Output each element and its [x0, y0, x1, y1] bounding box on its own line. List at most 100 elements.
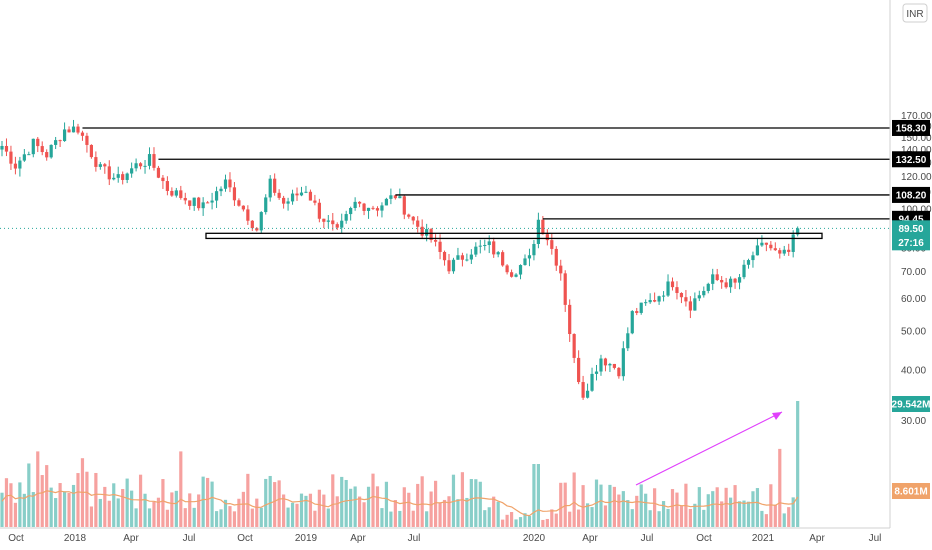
candle-body: [407, 214, 411, 217]
candle-body: [791, 234, 795, 252]
volume-bar: [697, 487, 701, 527]
volume-bar: [746, 501, 751, 527]
candle-body: [577, 357, 581, 383]
volume-pane: [0, 401, 800, 527]
x-tick-label: Oct: [696, 533, 712, 544]
candle-body: [366, 207, 371, 211]
volume-bar: [40, 475, 44, 527]
volume-bar: [98, 498, 102, 527]
candle-body: [746, 260, 751, 265]
volume-bar: [214, 511, 219, 527]
volume-bar: [715, 487, 719, 527]
volume-bar: [156, 497, 161, 527]
currency-badge[interactable]: [902, 3, 928, 23]
candle-body: [349, 208, 353, 215]
candle-body: [465, 259, 469, 261]
candle-body: [416, 220, 420, 227]
volume-bar: [264, 478, 268, 527]
volume-bar: [317, 489, 321, 527]
candle-body: [219, 188, 223, 192]
annotations: [0, 127, 890, 486]
volume-bar: [523, 513, 527, 527]
volume-bar: [661, 501, 666, 527]
volume-bar: [188, 493, 192, 527]
volume-bar: [791, 497, 795, 527]
last-price-label: 89.50: [898, 224, 923, 235]
volume-bar: [581, 485, 585, 527]
volume-bar: [433, 480, 438, 527]
volume-bar: [206, 477, 210, 527]
candle-body: [165, 181, 169, 191]
price-axis[interactable]: INR 170.00160.00150.00140.00130.00120.00…: [889, 0, 932, 528]
candle-body: [40, 146, 44, 153]
volume-bar: [54, 498, 58, 527]
candle-body: [648, 300, 652, 303]
x-tick-label: Apr: [350, 533, 366, 544]
volume-bar: [58, 483, 62, 527]
volume-bar: [232, 511, 237, 527]
volume-bar: [514, 519, 518, 527]
candle-body: [125, 173, 129, 180]
candle-body: [340, 220, 344, 228]
x-tick-label: 2019: [295, 533, 318, 544]
candle-body: [675, 287, 679, 294]
candle-body: [49, 144, 53, 158]
volume-bar: [165, 509, 169, 527]
level-tag: [892, 186, 930, 203]
volume-bar: [71, 484, 76, 527]
y-tick-label: 50.00: [901, 326, 926, 337]
candle-body: [666, 281, 670, 296]
candle-body: [94, 157, 98, 167]
x-tick-label: Apr: [123, 533, 139, 544]
volume-bar: [442, 499, 447, 527]
candle-body: [715, 274, 719, 280]
candle-body: [420, 226, 424, 236]
candle-body: [308, 191, 313, 201]
volume-bar: [724, 487, 728, 527]
volume-bar: [138, 474, 143, 527]
volume-bar: [393, 500, 397, 527]
volume-bar: [282, 494, 286, 527]
candle-body: [286, 201, 290, 204]
candle-body: [456, 255, 460, 260]
time-axis[interactable]: Oct 2018 Apr Jul Oct 2019 Apr Jul 2020 Apr Jul Oct 2…: [0, 527, 890, 544]
candle-body: [183, 197, 187, 201]
candle-body: [621, 348, 625, 377]
volume-bar: [563, 482, 567, 527]
y-tick-label: 70.00: [901, 267, 926, 278]
candle-body: [755, 245, 760, 256]
volume-bar: [612, 486, 616, 527]
volume-bar: [675, 492, 679, 527]
volume-bar: [496, 501, 500, 527]
candle-body: [174, 190, 178, 196]
volume-bar: [45, 465, 49, 527]
candle-body: [769, 244, 773, 249]
candle-body: [711, 274, 715, 284]
candle-body: [603, 358, 608, 366]
volume-bar: [630, 509, 634, 527]
last-price-tag: [892, 220, 930, 251]
price-pane[interactable]: [0, 119, 800, 400]
volume-bar: [67, 492, 71, 527]
candle-body: [389, 195, 393, 199]
candle-body: [518, 265, 523, 275]
volume-bar: [0, 492, 4, 527]
candle-body: [322, 218, 326, 222]
volume-bar: [130, 490, 134, 527]
volume-bar: [174, 490, 178, 527]
candle-body: [447, 260, 451, 272]
candle-body: [693, 298, 697, 311]
volume-bar: [237, 498, 241, 527]
volume-bar: [760, 510, 764, 527]
x-tick-label: Jul: [869, 533, 882, 544]
volume-bar: [197, 494, 201, 527]
candle-body: [398, 196, 402, 199]
candle-body: [188, 200, 192, 206]
candle-body: [143, 165, 147, 167]
candle-body: [232, 187, 237, 201]
candle-body: [688, 301, 692, 311]
candle-body: [501, 252, 505, 266]
volume-bar: [313, 510, 317, 527]
volume-bar: [787, 507, 791, 527]
